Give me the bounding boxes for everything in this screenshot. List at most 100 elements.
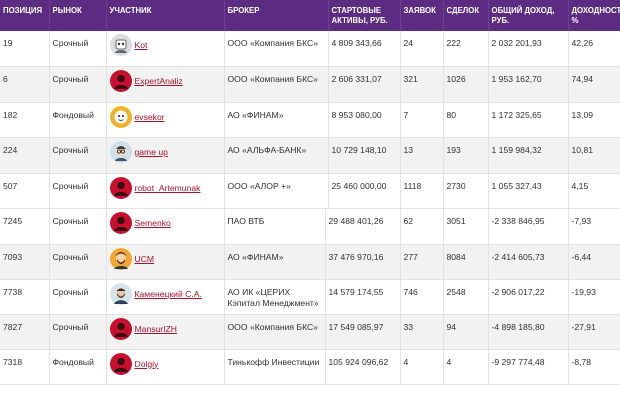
bearded-man-icon[interactable] — [109, 282, 132, 305]
default-user-icon[interactable] — [109, 212, 132, 234]
participant-link[interactable]: MansurIZH — [134, 323, 178, 334]
participant[interactable]: ExpertAnaliz — [109, 70, 221, 92]
cell-orders: 24 — [400, 31, 444, 67]
header-orders[interactable]: ЗАЯВОК — [400, 0, 444, 31]
cell-yield: -27,91 — [568, 314, 620, 350]
cell-orders: 277 — [400, 244, 444, 280]
cell-position: 6 — [0, 66, 50, 103]
cell-participant: Kot — [106, 31, 225, 67]
table-row[interactable]: 7093 Срочный UCM АО «ФИНАМ» 37 476 970,16 277… — [0, 244, 620, 280]
cell-deals: 193 — [443, 137, 489, 174]
cell-broker: АО «АЛЬФА-БАНК» — [224, 137, 329, 174]
cell-start-assets: 14 579 174,55 — [325, 279, 401, 315]
participant-link[interactable]: robot_Artemunak — [134, 182, 201, 193]
cell-participant: game up — [106, 137, 225, 174]
participant-link[interactable]: ExpertAnaliz — [134, 76, 183, 86]
cell-broker: АО «ФИНАМ» — [224, 244, 326, 280]
table-row[interactable]: 7827 Срочный MansurIZH ООО «Компания БКС» 17… — [0, 314, 620, 350]
cell-position: 507 — [0, 173, 50, 209]
robot-icon[interactable] — [109, 34, 132, 56]
cell-participant: robot_Artemunak — [106, 173, 225, 209]
cell-broker: ООО «АЛОР +» — [224, 173, 329, 209]
participant-link[interactable]: UCM — [134, 253, 155, 264]
cell-yield: 42,26 — [568, 31, 620, 67]
default-user-icon[interactable] — [109, 317, 132, 340]
cell-yield: -7,93 — [568, 209, 620, 245]
cell-total-income: -2 906 017,22 — [488, 279, 569, 315]
header-yield[interactable]: ДОХОДНОСТЬ, % — [568, 0, 620, 31]
cell-orders: 4 — [400, 349, 444, 385]
table-row[interactable]: 182 Фондовый evsekor АО «ФИНАМ» 8 953 080,00… — [0, 102, 620, 138]
beard-face-icon[interactable] — [109, 247, 132, 270]
header-participant[interactable]: УЧАСТНИК — [106, 0, 225, 31]
cell-market: Срочный — [49, 209, 107, 245]
cell-deals: 3051 — [443, 209, 489, 245]
cell-orders: 746 — [400, 279, 444, 315]
participant[interactable]: evsekor — [109, 105, 221, 128]
default-user-icon[interactable] — [109, 176, 132, 199]
table-row[interactable]: 507 Срочный robot_Artemunak ООО «АЛОР +» 25 … — [0, 173, 620, 209]
top-leaderboard-table: ПОЗИЦИЯ РЫНОК УЧАСТНИК БРОКЕР СТАРТОВЫЕ … — [0, 0, 620, 209]
cell-deals: 8084 — [443, 244, 489, 280]
cell-start-assets: 17 549 085,97 — [325, 314, 401, 350]
cell-orders: 62 — [400, 209, 444, 245]
participant[interactable]: Каменецкий С.А. — [109, 282, 221, 305]
header-start-assets[interactable]: СТАРТОВЫЕ АКТИВЫ, РУБ. — [328, 0, 401, 31]
participant-link[interactable]: game up — [134, 147, 168, 157]
header-position[interactable]: ПОЗИЦИЯ — [0, 0, 50, 31]
participant[interactable]: MansurIZH — [109, 317, 221, 340]
cell-start-assets: 105 924 096,62 — [325, 349, 401, 385]
participant-link[interactable]: Semenko — [134, 218, 171, 228]
cell-total-income: 1 055 327,43 — [488, 173, 569, 209]
header-market[interactable]: РЫНОК — [49, 0, 107, 31]
cell-participant: evsekor — [106, 102, 225, 138]
table-row[interactable]: 7738 Срочный Каменецкий С.А. АО ИК «ЦЕРИХ К… — [0, 279, 620, 315]
participant[interactable]: Semenko — [109, 212, 221, 234]
default-user-icon[interactable] — [109, 352, 132, 375]
cell-market: Срочный — [49, 137, 107, 174]
cell-yield: 13,09 — [568, 102, 620, 138]
cell-orders: 7 — [400, 102, 444, 138]
participant-link[interactable]: Dolgiy — [134, 358, 159, 369]
cell-participant: MansurIZH — [106, 314, 225, 350]
cell-market: Срочный — [49, 279, 107, 315]
glasses-face-icon[interactable] — [109, 141, 132, 163]
cell-participant: ExpertAnaliz — [106, 66, 225, 103]
cartoon-face-icon[interactable] — [109, 105, 132, 128]
table-row[interactable]: 7245 Срочный Semenko ПАО ВТБ 29 488 401,26 62… — [0, 209, 620, 245]
cell-orders: 13 — [400, 137, 444, 174]
cell-yield: 10,81 — [568, 137, 620, 174]
cell-total-income: -9 297 774,48 — [488, 349, 569, 385]
cell-market: Срочный — [49, 244, 107, 280]
participant[interactable]: Kot — [109, 34, 221, 56]
participant[interactable]: game up — [109, 141, 221, 163]
cell-deals: 1026 — [443, 66, 489, 103]
participant-link[interactable]: Каменецкий С.А. — [134, 288, 202, 299]
participant[interactable]: Dolgiy — [109, 352, 221, 375]
table-row[interactable]: 19 Срочный Kot ООО «Компания БКС» 4 809 343,… — [0, 31, 620, 67]
participant[interactable]: UCM — [109, 247, 221, 270]
header-total-income[interactable]: ОБЩИЙ ДОХОД, РУБ. — [488, 0, 569, 31]
cell-market: Срочный — [49, 314, 107, 350]
bottom-leaderboard-table: 7245 Срочный Semenko ПАО ВТБ 29 488 401,26 62… — [0, 209, 620, 385]
cell-position: 7738 — [0, 279, 50, 315]
participant-link[interactable]: Kot — [134, 40, 148, 50]
cell-participant: Dolgiy — [106, 349, 225, 385]
participant[interactable]: robot_Artemunak — [109, 176, 221, 199]
cell-yield: -19,93 — [568, 279, 620, 315]
header-deals[interactable]: СДЕЛОК — [443, 0, 489, 31]
table-row[interactable]: 224 Срочный game up АО «АЛЬФА-БАНК» 10 729 1… — [0, 137, 620, 174]
cell-yield: -8,78 — [568, 349, 620, 385]
participant-link[interactable]: evsekor — [134, 111, 165, 122]
cell-participant: Каменецкий С.А. — [106, 279, 225, 315]
header-broker[interactable]: БРОКЕР — [224, 0, 329, 31]
table-row[interactable]: 6 Срочный ExpertAnaliz ООО «Компания БКС» 2 … — [0, 66, 620, 103]
cell-broker: АО «ФИНАМ» — [224, 102, 329, 138]
cell-broker: ООО «Компания БКС» — [224, 314, 326, 350]
table-row[interactable]: 7318 Фондовый Dolgiy Тинькофф Инвестиции 105… — [0, 349, 620, 385]
cell-yield: 4,15 — [568, 173, 620, 209]
cell-market: Срочный — [49, 173, 107, 209]
cell-orders: 321 — [400, 66, 444, 103]
cell-start-assets: 25 460 000,00 — [328, 173, 401, 209]
default-user-icon[interactable] — [109, 70, 132, 92]
